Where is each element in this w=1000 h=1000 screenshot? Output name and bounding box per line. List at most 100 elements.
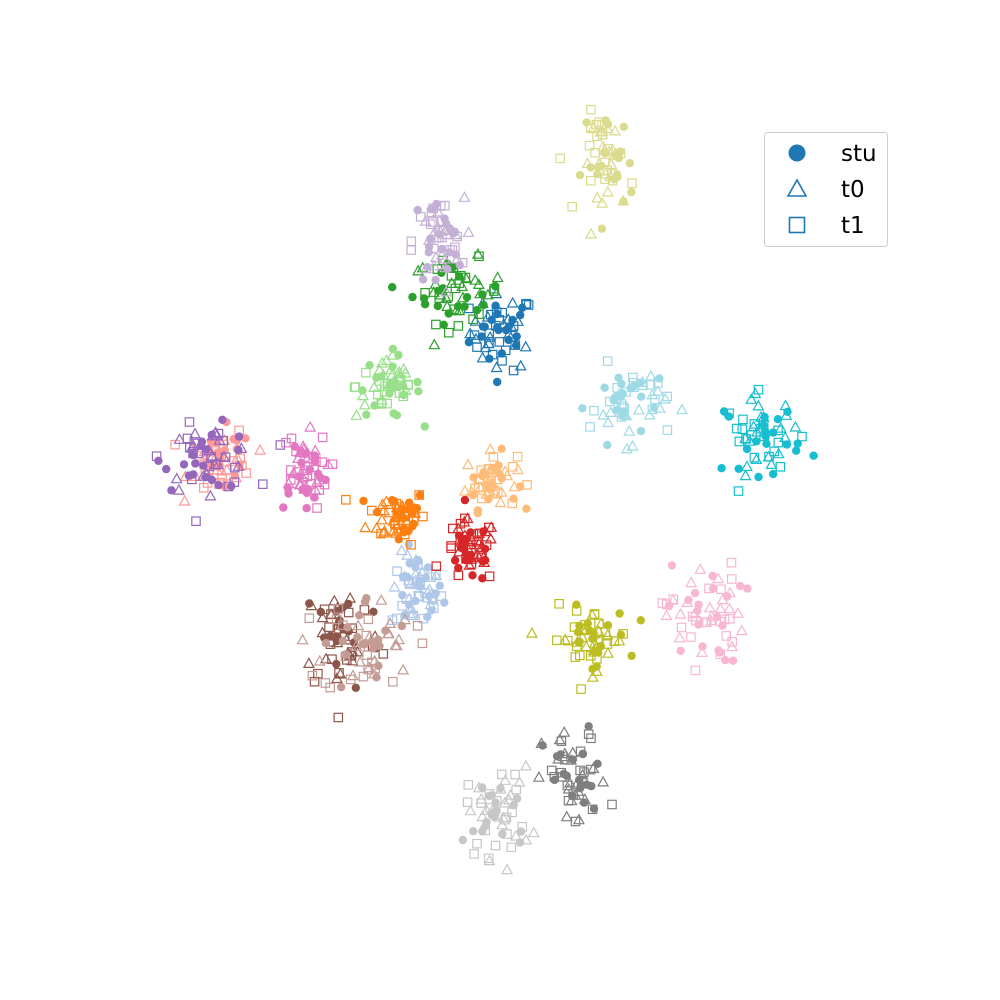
point-class-6-square (455, 518, 466, 529)
point-class-11-triangle (375, 593, 388, 605)
point-class-12-square (302, 465, 313, 475)
point-class-8-triangle (202, 444, 215, 456)
point-class-14-triangle (532, 770, 545, 782)
point-class-1-square (413, 560, 423, 570)
point-class-15-triangle (494, 782, 507, 794)
point-class-19-square (637, 380, 648, 391)
point-class-15-square (502, 829, 512, 839)
point-class-18-triangle (740, 460, 753, 472)
point-class-2-square (399, 511, 409, 522)
point-class-4-triangle (472, 278, 485, 289)
point-class-14-triangle (558, 725, 571, 737)
point-class-11-circle (353, 633, 362, 642)
point-class-16-square (609, 636, 620, 646)
point-class-2-circle (404, 498, 414, 507)
point-class-7-circle (241, 434, 250, 443)
point-class-11-square (331, 614, 342, 625)
point-class-5-square (373, 389, 383, 400)
point-class-3-circle (522, 504, 531, 513)
point-class-13-circle (676, 646, 685, 656)
point-class-16-triangle (579, 624, 592, 636)
point-class-12-square (312, 503, 322, 513)
point-class-11-circle (355, 611, 364, 620)
point-class-12-square (286, 475, 296, 485)
point-class-2-square (393, 504, 404, 514)
point-class-18-square (749, 452, 760, 463)
point-class-8-square (230, 462, 240, 473)
point-class-0-circle (464, 338, 474, 347)
point-class-15-square (492, 795, 502, 806)
point-class-9-square (447, 245, 458, 255)
legend-marker-square (788, 216, 806, 234)
point-class-11-triangle (382, 627, 395, 639)
point-class-6-circle (466, 528, 475, 537)
point-class-1-square (391, 613, 402, 624)
point-class-18-circle (793, 439, 802, 448)
point-class-13-triangle (660, 609, 673, 621)
point-class-11-triangle (392, 633, 405, 645)
point-class-16-triangle (576, 631, 589, 643)
point-class-15-square (483, 853, 494, 864)
point-class-19-triangle (620, 442, 633, 454)
point-class-19-circle (578, 404, 587, 413)
point-class-18-circle (734, 464, 743, 473)
point-class-7-triangle (213, 445, 226, 456)
point-class-2-circle (415, 491, 425, 500)
point-class-0-circle (477, 332, 486, 341)
point-class-19-circle (637, 392, 646, 401)
point-class-10-triangle (302, 657, 315, 669)
point-class-17-square (594, 117, 604, 127)
point-class-5-triangle (350, 409, 363, 420)
point-class-18-triangle (739, 469, 752, 481)
point-class-17-square (584, 140, 595, 151)
point-class-13-circle (736, 581, 745, 591)
point-class-13-circle (698, 642, 707, 651)
point-class-6-square (453, 570, 464, 581)
point-class-5-circle (372, 373, 381, 382)
point-class-11-square (338, 620, 348, 630)
point-class-4-square (431, 319, 441, 330)
point-class-14-circle (589, 804, 599, 813)
point-class-2-square (400, 529, 410, 540)
point-class-19-triangle (618, 408, 631, 420)
point-class-8-triangle (204, 489, 217, 501)
point-class-9-circle (455, 260, 464, 270)
point-class-5-circle (392, 411, 402, 420)
point-class-19-triangle (646, 388, 659, 400)
point-class-1-square (428, 603, 439, 613)
point-class-16-square (585, 651, 596, 661)
point-class-10-triangle (316, 626, 329, 638)
point-class-2-square (384, 507, 394, 518)
point-class-16-triangle (613, 634, 626, 646)
point-class-15-triangle (498, 796, 511, 808)
point-class-1-triangle (406, 607, 419, 618)
point-class-12-circle (310, 493, 319, 502)
point-class-18-circle (724, 412, 734, 421)
point-class-11-triangle (389, 639, 402, 651)
point-class-15-square (506, 842, 517, 853)
point-class-18-square (769, 446, 779, 457)
point-class-2-triangle (375, 513, 388, 525)
point-class-1-triangle (405, 602, 418, 614)
point-class-12-square (317, 432, 328, 443)
point-class-6-triangle (479, 525, 492, 537)
point-class-17-square (600, 174, 610, 184)
point-class-5-square (386, 382, 396, 393)
point-class-15-triangle (519, 759, 532, 771)
point-class-4-square (489, 283, 500, 294)
point-class-11-circle (321, 639, 331, 648)
point-class-18-triangle (780, 409, 793, 420)
point-class-13-square (691, 615, 701, 626)
point-class-12-square (292, 467, 303, 477)
point-class-12-square (317, 457, 328, 467)
point-class-3-square (473, 482, 484, 492)
point-class-5-triangle (380, 354, 393, 365)
point-class-9-triangle (440, 223, 454, 235)
point-class-4-circle (419, 294, 429, 303)
point-class-14-circle (584, 722, 593, 731)
point-class-18-square (737, 424, 748, 434)
point-class-18-square (724, 408, 734, 419)
point-class-19-triangle (626, 439, 639, 451)
point-class-3-square (489, 464, 499, 474)
